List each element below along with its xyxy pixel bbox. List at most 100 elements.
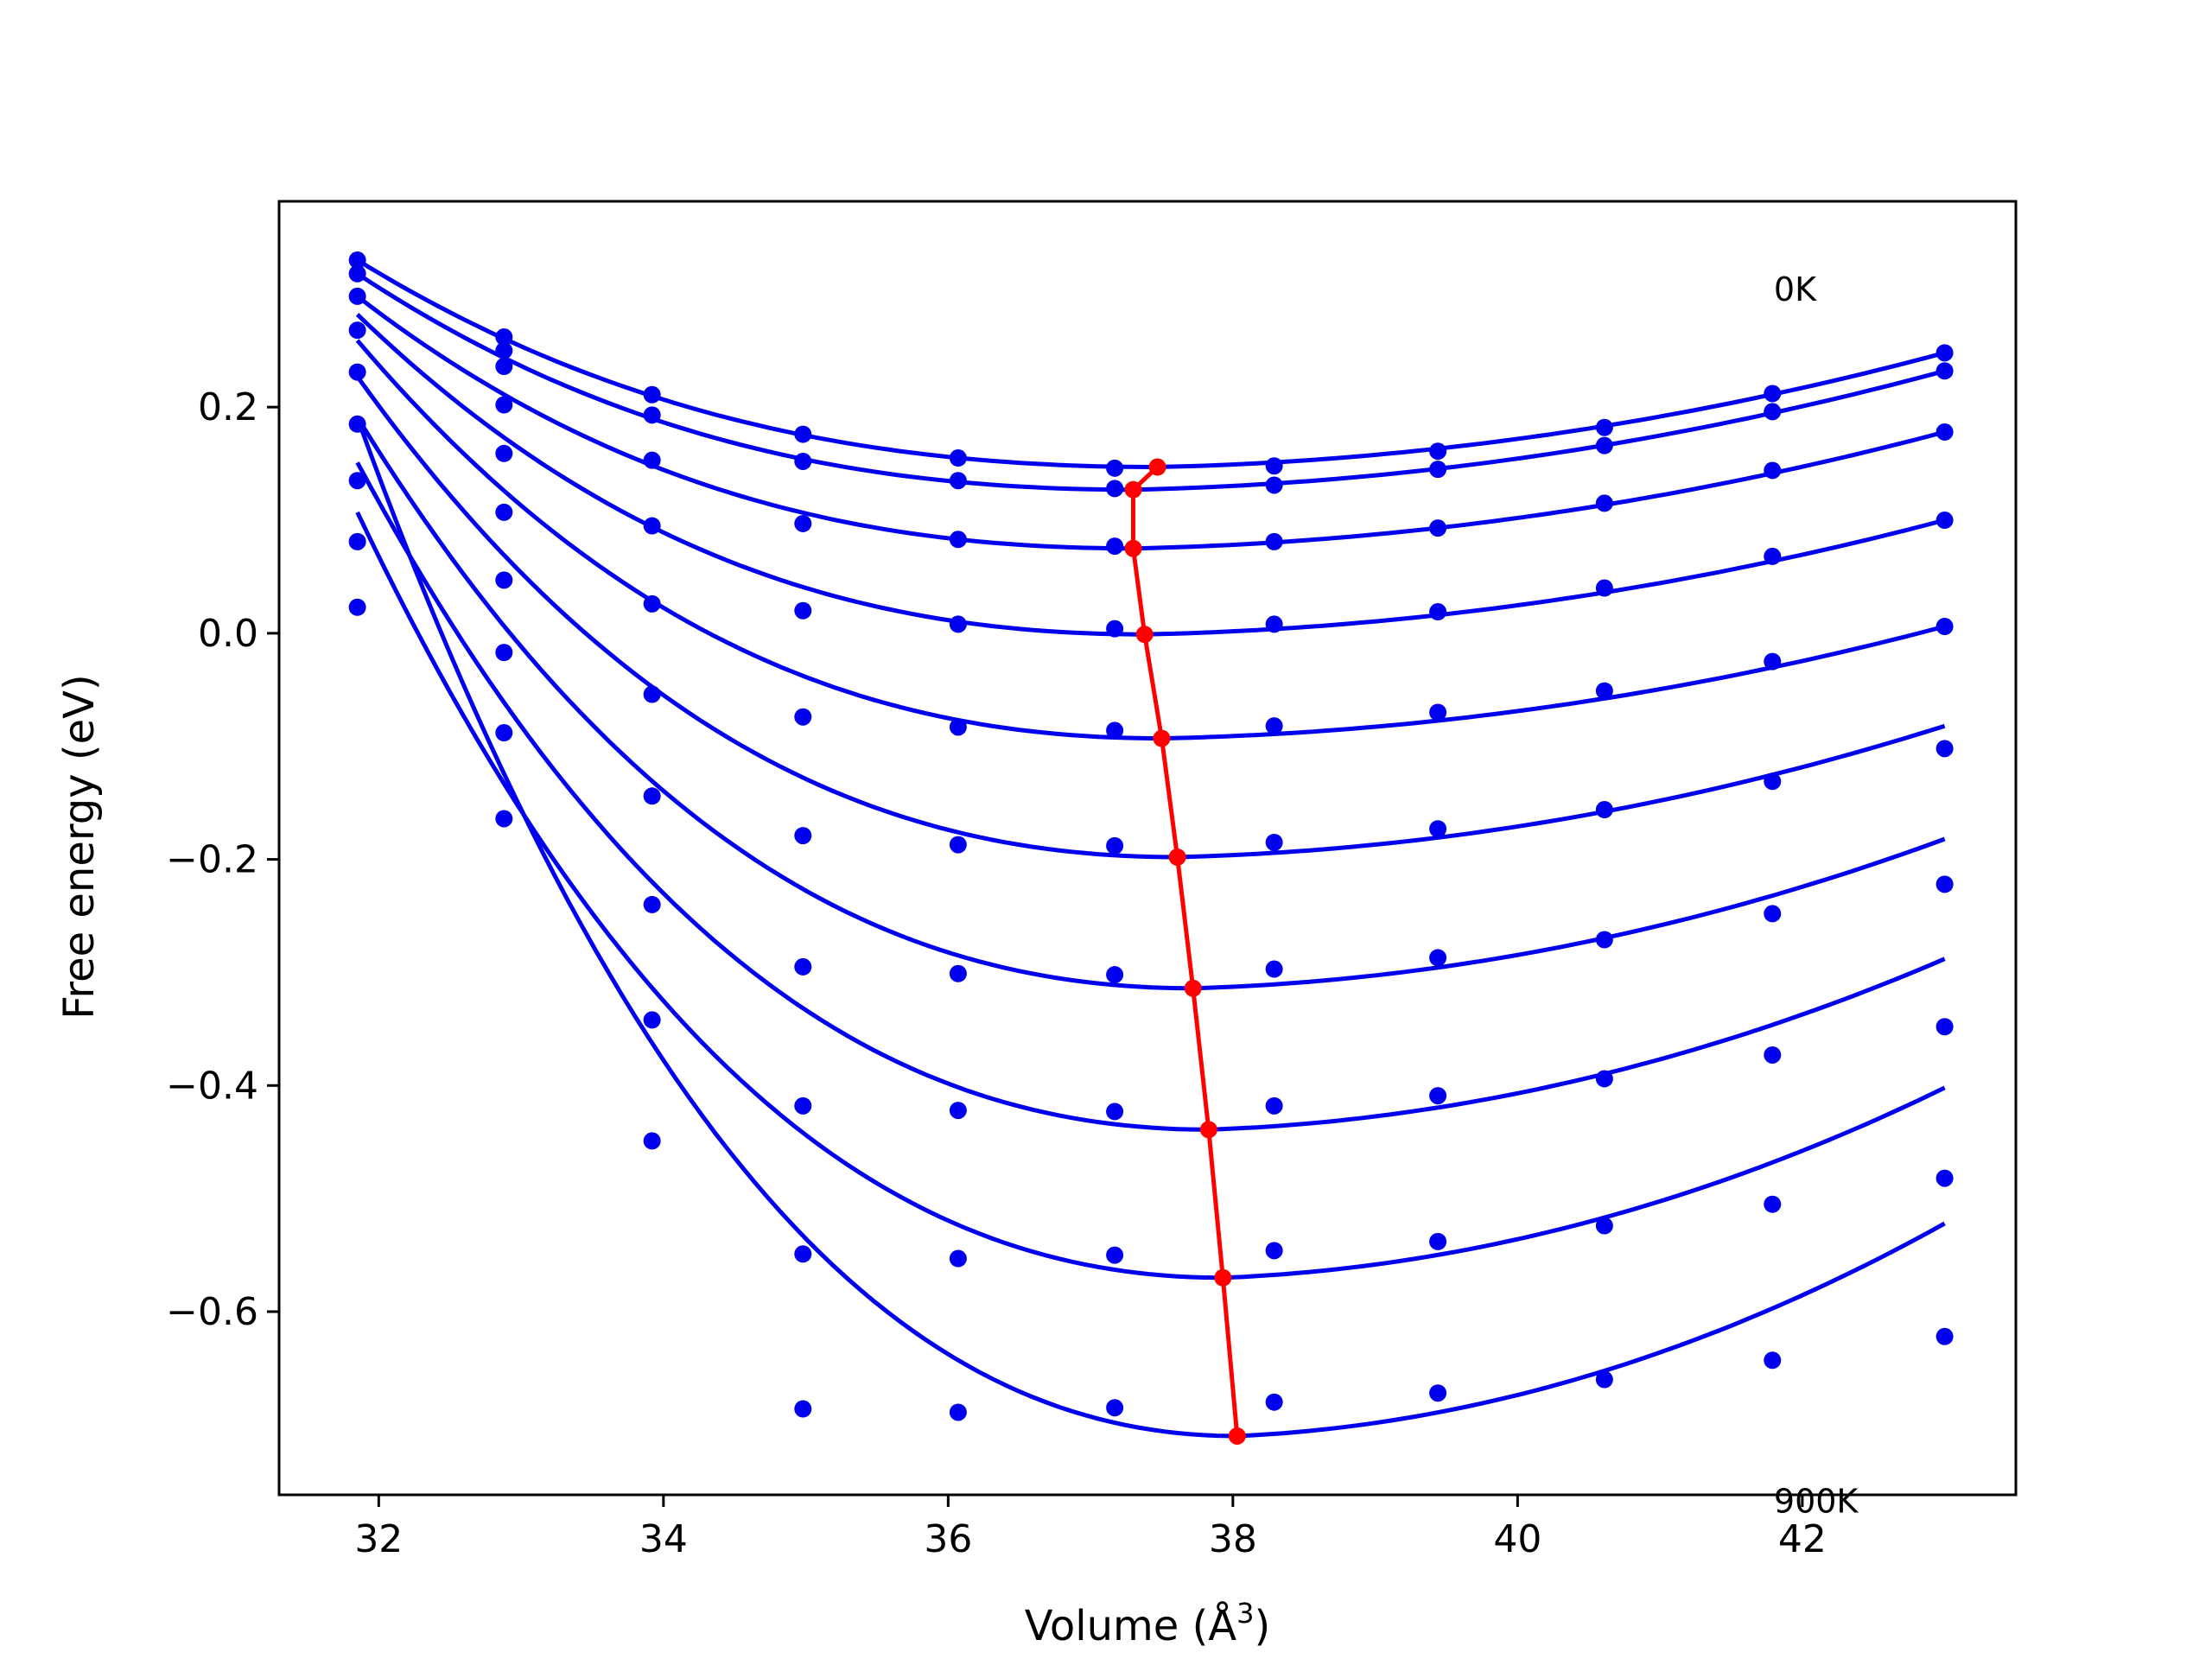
- data-point-400K: [794, 708, 812, 726]
- data-point-100K: [1936, 362, 1954, 380]
- data-point-400K: [1936, 618, 1954, 636]
- data-point-500K: [1106, 836, 1124, 855]
- data-point-400K: [949, 718, 967, 736]
- data-point-500K: [794, 827, 812, 845]
- data-point-0K: [1595, 418, 1613, 436]
- fit-curve-400K: [355, 339, 1946, 741]
- data-point-900K: [949, 1403, 967, 1421]
- data-point-900K: [1429, 1384, 1447, 1402]
- data-point-0K: [495, 328, 513, 346]
- min-energy-point: [1184, 979, 1202, 997]
- data-point-100K: [495, 341, 513, 359]
- data-point-200K: [1106, 537, 1124, 556]
- data-point-800K: [643, 1011, 661, 1029]
- data-point-600K: [643, 787, 661, 805]
- data-point-600K: [949, 964, 967, 982]
- data-point-100K: [1265, 476, 1283, 494]
- data-point-900K: [794, 1400, 812, 1418]
- data-point-600K: [495, 571, 513, 589]
- data-point-700K: [1429, 1087, 1447, 1105]
- data-point-200K: [949, 531, 967, 549]
- annotations: 0K 900K: [1774, 270, 1859, 1521]
- data-point-700K: [1265, 1096, 1283, 1115]
- data-point-0K: [1429, 442, 1447, 461]
- data-point-100K: [794, 452, 812, 470]
- data-point-600K: [348, 472, 366, 490]
- annotation-label: 0K: [1774, 270, 1817, 308]
- data-point-200K: [1429, 519, 1447, 537]
- data-point-900K: [1595, 1370, 1613, 1389]
- data-point-800K: [495, 724, 513, 742]
- min-energy-line: [1131, 465, 1240, 1437]
- x-tick-label: 34: [639, 1517, 688, 1561]
- data-point-0K: [1106, 459, 1124, 477]
- data-point-0K: [348, 251, 366, 270]
- data-point-0K: [1764, 385, 1782, 403]
- data-point-800K: [348, 598, 366, 616]
- data-point-500K: [495, 503, 513, 521]
- data-point-300K: [495, 396, 513, 414]
- data-point-200K: [1595, 494, 1613, 512]
- data-point-500K: [1764, 772, 1782, 791]
- data-point-300K: [348, 321, 366, 340]
- y-axis-label: Free energy (eV): [55, 674, 104, 1019]
- data-point-400K: [348, 363, 366, 381]
- data-point-800K: [1106, 1246, 1124, 1264]
- min-energy-point: [1124, 539, 1142, 557]
- data-point-600K: [1764, 905, 1782, 923]
- data-point-0K: [1265, 457, 1283, 475]
- y-axis: 0.2 0.0 −0.2 −0.4 −0.6: [166, 385, 279, 1334]
- fit-curve-100K: [356, 271, 1946, 493]
- data-point-500K: [1595, 801, 1613, 819]
- data-point-700K: [1106, 1103, 1124, 1121]
- fit-curve-900K: [355, 416, 1946, 1439]
- data-point-0K: [794, 425, 812, 443]
- data-point-200K: [1936, 423, 1954, 441]
- data-point-700K: [1595, 1070, 1613, 1088]
- x-axis: 32 34 36 38 40 42: [354, 1495, 1827, 1561]
- data-point-900K: [643, 1132, 661, 1150]
- data-point-300K: [643, 517, 661, 535]
- data-point-800K: [1764, 1195, 1782, 1213]
- data-point-300K: [1265, 615, 1283, 633]
- data-point-0K: [949, 449, 967, 467]
- data-point-600K: [1595, 931, 1613, 949]
- fit-curve-600K: [355, 416, 1946, 991]
- data-point-300K: [1106, 620, 1124, 638]
- data-point-900K: [1936, 1327, 1954, 1345]
- data-point-600K: [794, 957, 812, 976]
- data-point-500K: [348, 415, 366, 433]
- data-point-800K: [1595, 1217, 1613, 1235]
- min-energy-point: [1228, 1427, 1246, 1445]
- data-point-500K: [1265, 833, 1283, 851]
- data-point-400K: [643, 594, 661, 613]
- data-point-600K: [1429, 949, 1447, 967]
- plot-content: [348, 251, 1954, 1445]
- data-point-100K: [1106, 480, 1124, 498]
- x-tick-label: 36: [924, 1517, 972, 1561]
- data-point-500K: [949, 836, 967, 854]
- y-tick-label: −0.2: [166, 838, 258, 882]
- fit-curve-800K: [355, 511, 1946, 1281]
- data-point-600K: [1106, 966, 1124, 984]
- data-point-600K: [1265, 960, 1283, 978]
- min-energy-point: [1214, 1268, 1232, 1287]
- data-point-100K: [348, 264, 366, 283]
- y-tick-label: −0.6: [166, 1290, 258, 1334]
- x-tick-label: 32: [354, 1517, 403, 1561]
- data-point-700K: [1764, 1046, 1782, 1064]
- data-point-300K: [794, 601, 812, 620]
- data-point-700K: [949, 1102, 967, 1120]
- data-point-800K: [949, 1249, 967, 1268]
- data-point-400K: [1429, 703, 1447, 721]
- y-tick-label: 0.0: [198, 612, 258, 656]
- data-point-100K: [1429, 461, 1447, 479]
- data-point-800K: [1265, 1242, 1283, 1260]
- data-point-200K: [1265, 532, 1283, 550]
- plot-frame: [277, 200, 2018, 1497]
- data-point-900K: [1106, 1399, 1124, 1417]
- data-point-900K: [1265, 1393, 1283, 1411]
- data-point-100K: [1764, 403, 1782, 421]
- data-point-100K: [643, 406, 661, 424]
